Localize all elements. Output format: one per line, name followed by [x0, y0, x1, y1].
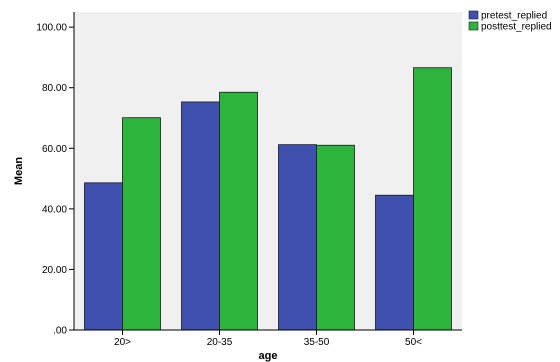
y-tick-label: 40.00	[42, 204, 67, 215]
legend-label-pretest_replied: pretest_replied	[481, 11, 547, 22]
y-tick-label: 80.00	[42, 83, 67, 94]
x-axis-title: age	[259, 350, 278, 362]
y-tick-label: 20.00	[42, 265, 67, 276]
x-ticks: 20> 20-35 35-50 50<	[114, 330, 422, 348]
y-axis-title: Mean	[13, 157, 25, 185]
y-tick-label: 100.00	[36, 23, 67, 34]
bar-pretest_replied-1	[181, 101, 220, 331]
bar-posttest_replied-1	[219, 91, 258, 331]
x-tick-label: 20-35	[207, 337, 233, 348]
x-tick-label: 20>	[114, 337, 131, 348]
bar-posttest_replied-3	[413, 67, 452, 331]
legend-swatch-posttest_replied	[468, 21, 479, 31]
bars-group	[84, 67, 452, 331]
x-tick-label: 35-50	[304, 337, 330, 348]
legend-label-posttest_replied: posttest_replied	[481, 22, 552, 33]
x-tick-label: 50<	[405, 337, 422, 348]
bar-pretest_replied-3	[375, 194, 414, 331]
bar-posttest_replied-0	[122, 117, 161, 331]
bar-pretest_replied-0	[84, 182, 123, 331]
legend-swatch-pretest_replied	[468, 10, 479, 20]
y-tick-label: 60.00	[42, 144, 67, 155]
y-ticks: .00 20.00 40.00 60.00 80.00 100.00	[36, 23, 74, 337]
y-tick-label: .00	[53, 326, 67, 337]
bar-pretest_replied-2	[278, 144, 317, 331]
bar-posttest_replied-2	[316, 144, 355, 331]
